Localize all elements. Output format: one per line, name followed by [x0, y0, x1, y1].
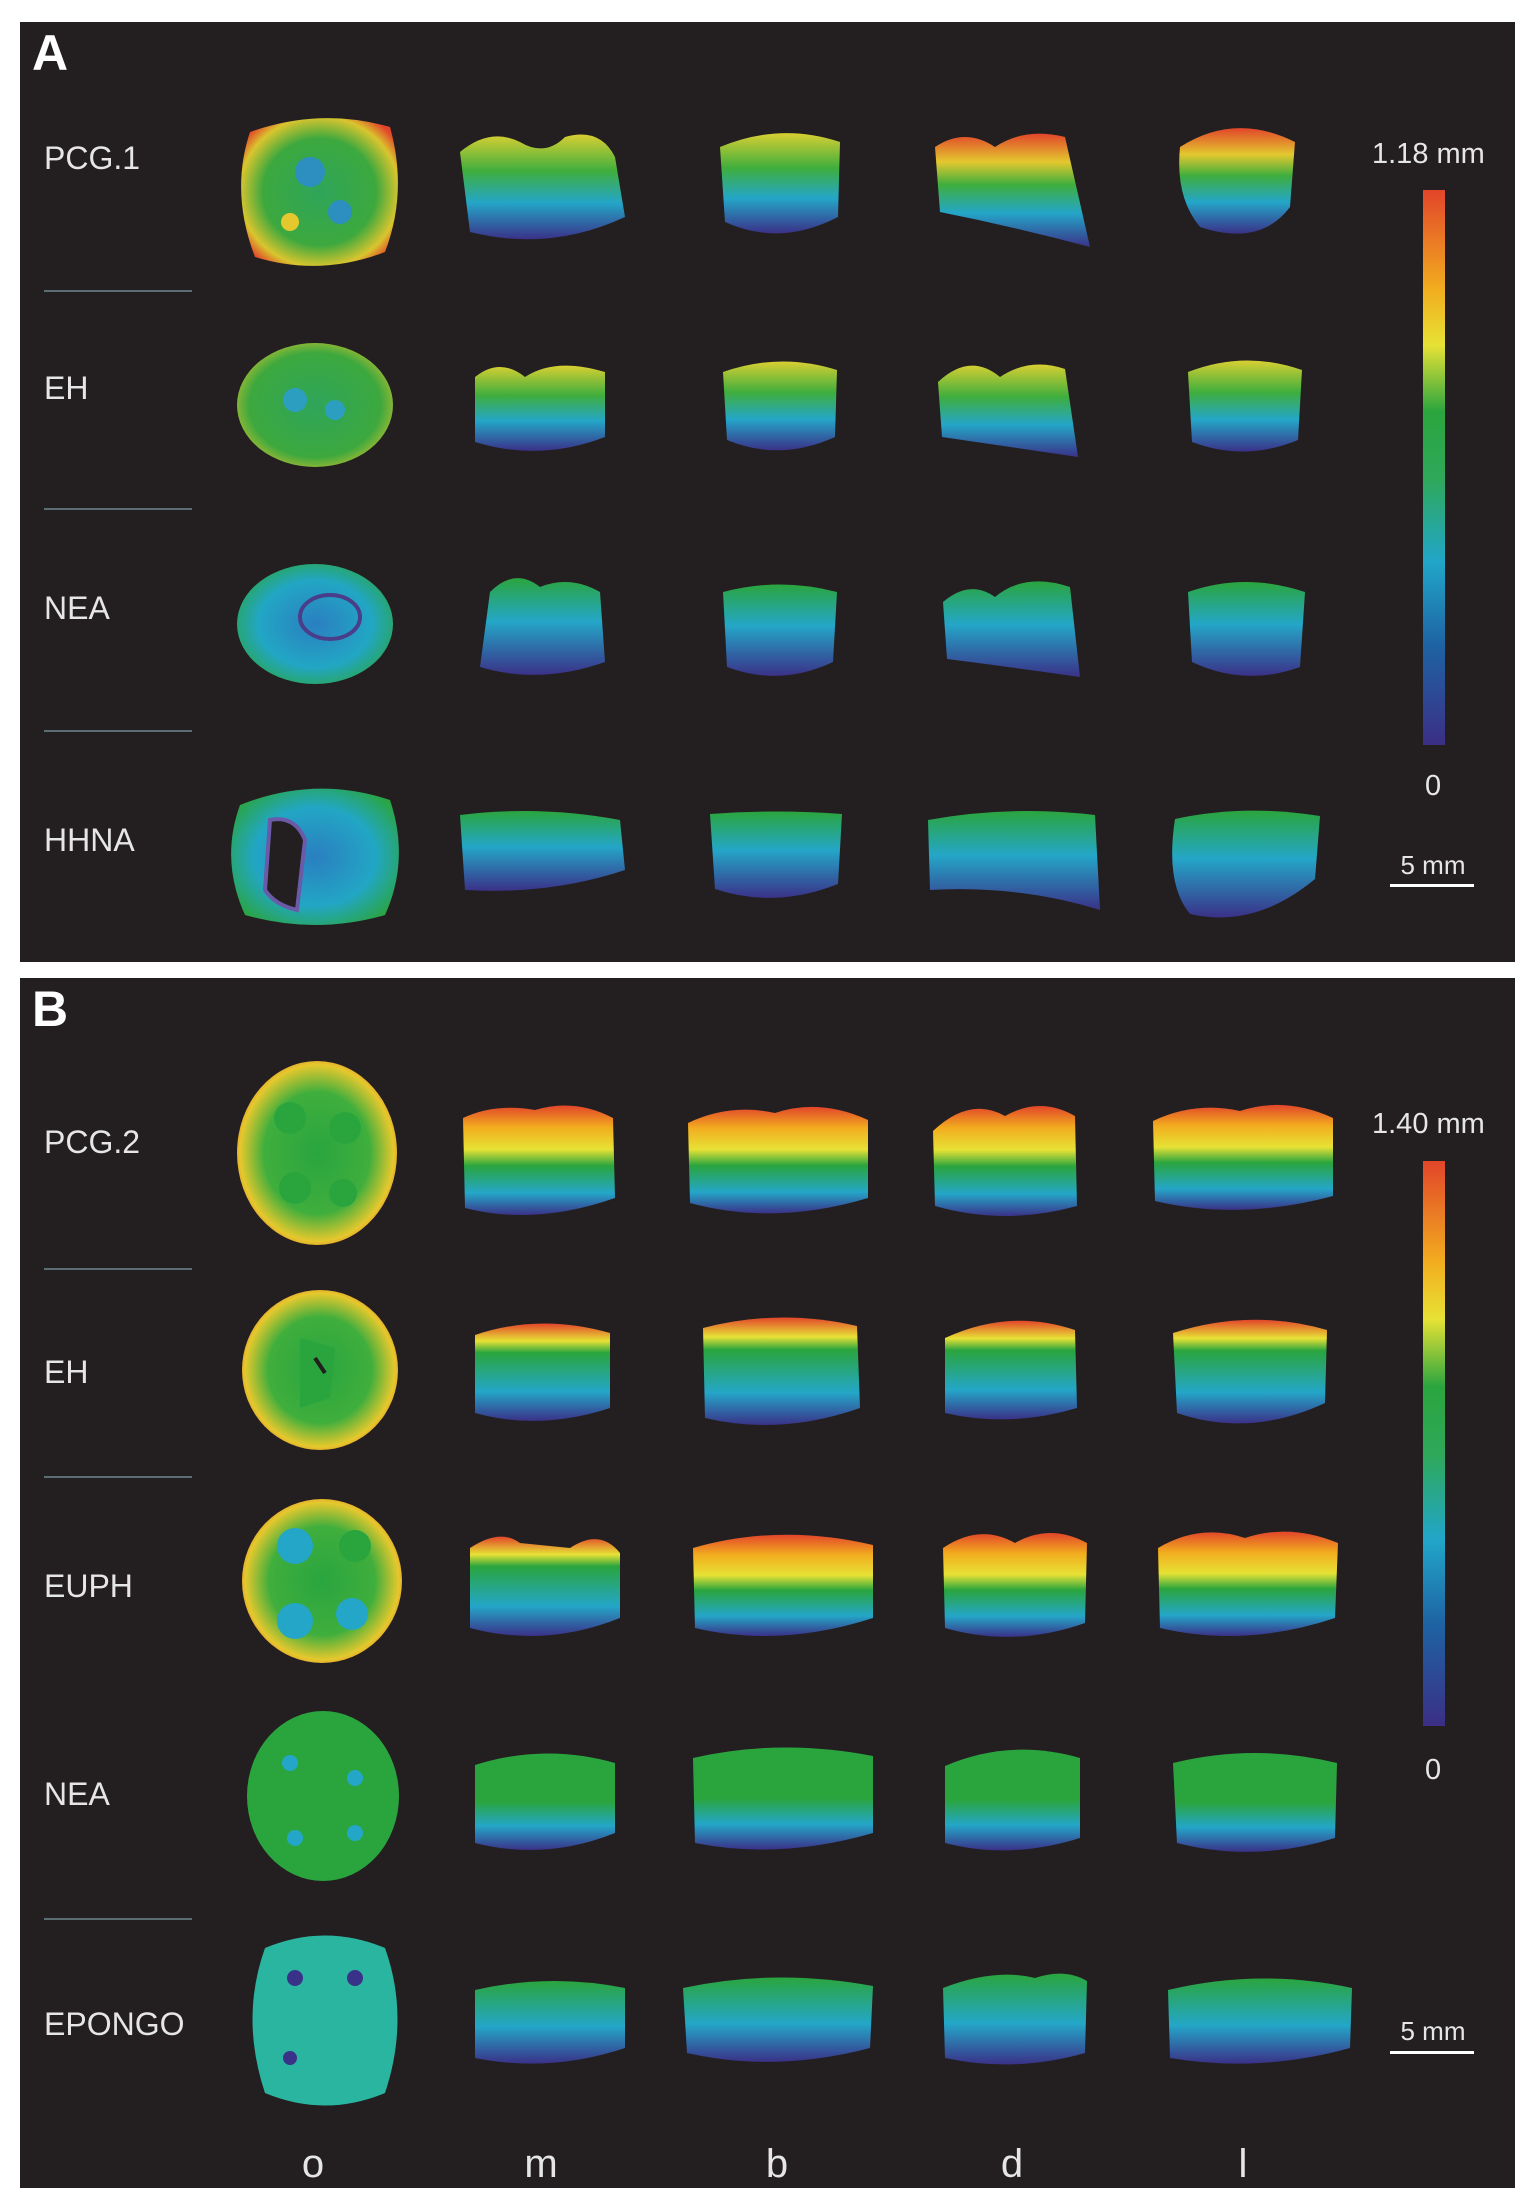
- tooth-render-occlusal: [247, 1711, 399, 1881]
- colorbar: [1423, 1161, 1445, 1726]
- tooth-render-distal: [938, 364, 1078, 457]
- tooth-render-lingual: [1173, 1753, 1337, 1852]
- tooth-render-mesial: [475, 1980, 625, 2064]
- tooth-render-occlusal: [237, 343, 393, 467]
- view-label-distal: d: [1000, 2142, 1024, 2186]
- colorbar: [1423, 190, 1445, 745]
- tooth-render-buccal: [723, 584, 837, 676]
- scale-bar-label: 5 mm: [1400, 2016, 1466, 2046]
- tooth-render-mesial: [460, 811, 625, 891]
- tooth-render-lingual: [1179, 128, 1295, 234]
- tooth-render-lingual: [1188, 582, 1305, 676]
- panel-b-letter: B: [32, 981, 69, 1037]
- panel-b-row-label-pcg2: PCG.2: [44, 1124, 141, 1160]
- tooth-render-distal: [945, 1749, 1080, 1851]
- tooth-render-distal: [943, 1973, 1087, 2065]
- panel-a-row-label-eh: EH: [44, 370, 89, 406]
- tooth-render-mesial: [470, 1536, 620, 1636]
- tooth-render-mesial: [475, 1323, 610, 1421]
- row-separator: [44, 290, 192, 292]
- tooth-render-buccal: [703, 1317, 860, 1426]
- tooth-render-distal: [945, 1320, 1077, 1420]
- tooth-render-distal: [943, 1533, 1087, 1637]
- tooth-render-distal: [928, 811, 1100, 910]
- panel-a-row-label-nea: NEA: [44, 590, 110, 626]
- colorbar-max-label: 1.40 mm: [1372, 1108, 1485, 1140]
- colorbar-max-label: 1.18 mm: [1372, 138, 1485, 170]
- tooth-render-buccal: [683, 1977, 873, 2062]
- tooth-render-lingual: [1158, 1531, 1338, 1636]
- tooth-render-lingual: [1173, 1319, 1327, 1424]
- tooth-render-buccal: [693, 1747, 873, 1850]
- tooth-render-mesial: [463, 1105, 615, 1216]
- panel-a: A PCG.1 EH NEA HHNA: [20, 22, 1515, 962]
- panel-a-letter: A: [32, 25, 69, 81]
- panel-b: B PCG.2 EH EUPH NEA EPONGO: [20, 978, 1515, 2188]
- tooth-render-buccal: [710, 811, 842, 898]
- view-label-buccal: b: [765, 2142, 789, 2186]
- tooth-render-mesial: [475, 365, 605, 451]
- row-separator: [44, 1918, 192, 1920]
- tooth-render-distal: [933, 1106, 1077, 1216]
- panel-b-row-label-nea: NEA: [44, 1776, 110, 1812]
- row-separator: [44, 508, 192, 510]
- tooth-render-occlusal: [242, 1499, 402, 1663]
- tooth-render-occlusal: [242, 1290, 398, 1450]
- tooth-render-occlusal: [241, 118, 398, 266]
- tooth-render-occlusal: [237, 1061, 397, 1245]
- row-separator: [44, 1268, 192, 1270]
- scale-bar: [1390, 2051, 1474, 2054]
- tooth-render-buccal: [693, 1534, 873, 1636]
- row-separator: [44, 730, 192, 732]
- tooth-render-lingual: [1168, 1978, 1352, 2064]
- row-separator: [44, 1476, 192, 1478]
- view-label-lingual: l: [1238, 2142, 1248, 2186]
- scale-bar: [1390, 884, 1474, 887]
- tooth-render-buccal: [723, 361, 837, 451]
- tooth-render-buccal: [720, 133, 840, 234]
- view-label-mesial: m: [524, 2142, 558, 2186]
- tooth-render-occlusal: [231, 788, 399, 925]
- tooth-render-mesial: [460, 134, 625, 240]
- tooth-render-mesial: [480, 578, 605, 675]
- tooth-render-distal: [935, 133, 1090, 247]
- tooth-render-lingual: [1188, 360, 1302, 452]
- tooth-render-distal: [943, 581, 1080, 677]
- tooth-render-mesial: [475, 1753, 615, 1851]
- colorbar-min-label: 0: [1425, 770, 1442, 802]
- scale-bar-label: 5 mm: [1400, 850, 1466, 880]
- tooth-render-lingual: [1153, 1104, 1333, 1210]
- tooth-render-buccal: [688, 1106, 868, 1214]
- tooth-render-occlusal: [237, 564, 393, 684]
- panel-b-row-label-epongo: EPONGO: [44, 2006, 185, 2042]
- colorbar-min-label: 0: [1425, 1754, 1442, 1786]
- view-label-occlusal: o: [301, 2142, 325, 2186]
- panel-a-row-label-pcg1: PCG.1: [44, 140, 141, 176]
- tooth-render-lingual: [1172, 810, 1320, 918]
- panel-b-row-label-eh: EH: [44, 1354, 89, 1390]
- panel-a-row-label-hhna: HHNA: [44, 822, 135, 858]
- panel-b-row-label-euph: EUPH: [44, 1568, 133, 1604]
- tooth-render-occlusal: [252, 1935, 398, 2106]
